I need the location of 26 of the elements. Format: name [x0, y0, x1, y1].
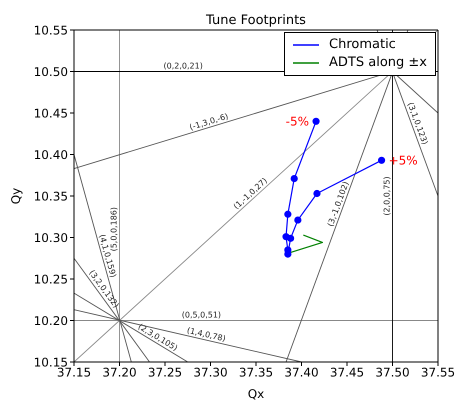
- y-tick-label: 10.35: [34, 189, 68, 204]
- y-axis-title: Qy: [9, 188, 23, 204]
- legend-label: Chromatic: [329, 36, 396, 54]
- legend-label: ADTS along ±x: [329, 54, 427, 72]
- x-tick-label: 37.35: [238, 366, 274, 380]
- y-tick-label: 10.45: [34, 106, 68, 120]
- x-tick-label: 37.25: [148, 366, 182, 380]
- y-tick-label: 10.30: [34, 230, 68, 245]
- y-tick-label: 10.55: [34, 23, 68, 38]
- chart-title: Tune Footprints: [205, 13, 306, 28]
- y-tick-label: 10.40: [34, 148, 68, 162]
- annotation: -5%: [286, 114, 310, 128]
- annotation: (0,5,0,51): [182, 310, 222, 320]
- x-tick-label: 37.55: [420, 366, 456, 380]
- y-tick-label: 10.20: [34, 314, 68, 328]
- x-axis-title: Qx: [248, 387, 264, 401]
- annotation: (0,2,0,21): [164, 62, 203, 70]
- annotation: (2,0,0,75): [382, 176, 392, 216]
- x-tick-label: 37.20: [102, 366, 137, 380]
- x-tick-label: 37.30: [193, 366, 228, 380]
- x-tick-label: 37.45: [330, 366, 364, 380]
- y-tick-label: 10.25: [34, 272, 68, 286]
- x-tick-label: 37.50: [375, 366, 410, 380]
- y-tick-label: 10.50: [34, 64, 68, 79]
- x-tick-label: 37.15: [56, 366, 92, 380]
- x-tick-label: 37.40: [284, 366, 319, 380]
